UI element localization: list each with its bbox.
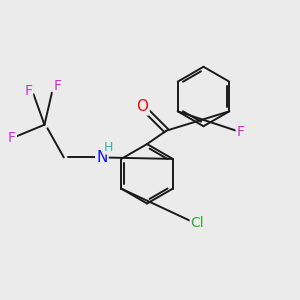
Text: F: F	[8, 131, 16, 145]
Text: F: F	[54, 79, 62, 93]
Text: O: O	[136, 99, 148, 114]
Text: F: F	[24, 84, 32, 98]
Text: H: H	[104, 140, 113, 154]
Text: F: F	[237, 125, 245, 139]
Text: Cl: Cl	[191, 216, 204, 230]
Text: N: N	[96, 150, 107, 165]
